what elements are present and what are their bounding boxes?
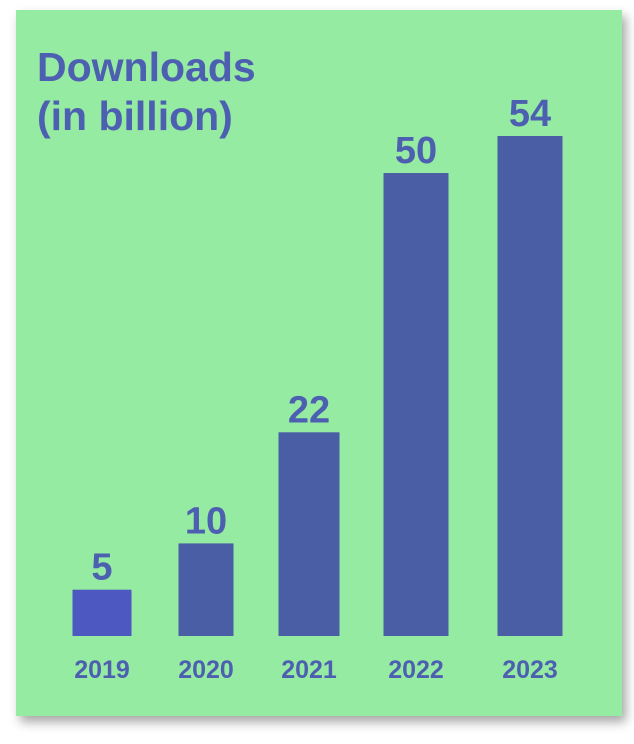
chart-title-line-2: (in billion) — [37, 93, 233, 139]
category-label-2020: 2020 — [178, 656, 234, 684]
category-label-2019: 2019 — [74, 656, 130, 684]
bar-value-label-2019: 5 — [91, 547, 112, 589]
bar-2023 — [497, 136, 563, 636]
bar-value-label-2022: 50 — [395, 130, 437, 172]
chart-title-line-1: Downloads — [37, 44, 256, 90]
bar-2021 — [278, 432, 340, 636]
bar-value-label-2021: 22 — [288, 389, 330, 431]
category-label-2021: 2021 — [281, 656, 337, 684]
chart-title: Downloads (in billion) — [37, 43, 256, 141]
bar-2022 — [383, 173, 449, 636]
category-label-2022: 2022 — [388, 656, 444, 684]
category-label-2023: 2023 — [502, 656, 558, 684]
chart-panel: Downloads (in billion) 5 2019 10 2020 22 2021… — [16, 10, 622, 716]
bar-2019 — [72, 589, 132, 636]
bar-value-label-2020: 10 — [185, 500, 227, 542]
bar-chart: 5 2019 10 2020 22 2021 50 2022 54 2023 — [72, 93, 563, 684]
bar-2020 — [178, 543, 234, 636]
bar-value-label-2023: 54 — [509, 93, 551, 135]
